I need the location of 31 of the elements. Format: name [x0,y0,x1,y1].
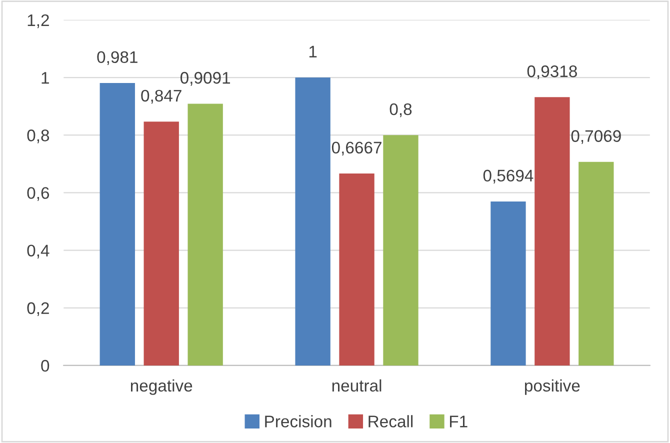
y-tick-label: 0 [41,360,50,372]
y-tick-label: 0,4 [27,244,50,258]
data-label: 0,7069 [571,130,621,144]
data-label: 0,6667 [332,142,382,156]
data-label: 0,981 [97,51,138,66]
legend-label: Recall [368,415,413,428]
bar [490,202,526,366]
data-label: 0,8 [390,103,412,118]
data-label: 0,9091 [180,72,230,86]
y-tick-label: 0,8 [27,130,50,144]
bar [339,174,374,366]
x-tick-label: negative [130,379,192,395]
bar [383,135,418,366]
data-label: 1 [309,46,317,58]
bar [144,122,179,366]
bar [188,104,223,366]
legend-label: F1 [450,416,468,428]
x-tick-label: positive [525,379,580,395]
bar [578,162,614,366]
x-tick-label: neutral [332,379,382,392]
data-label: 0,847 [141,90,182,104]
data-label: 0,5694 [483,170,534,184]
y-tick-label: 0,6 [27,187,50,201]
bar [295,78,330,366]
data-label: 0,9318 [527,65,577,80]
bar [534,97,570,366]
y-tick-label: 0,2 [27,302,49,316]
bar [100,82,135,366]
y-tick-label: 1 [42,72,49,84]
y-tick-label: 1,2 [28,14,49,28]
legend-label: Precision [265,415,332,428]
